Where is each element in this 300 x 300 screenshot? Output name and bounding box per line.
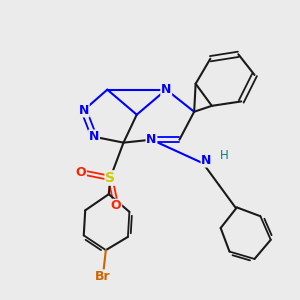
Text: N: N xyxy=(79,104,89,117)
Text: S: S xyxy=(105,171,115,185)
Text: N: N xyxy=(161,83,171,96)
Text: N: N xyxy=(89,130,99,143)
Text: O: O xyxy=(76,166,86,178)
Text: N: N xyxy=(146,133,157,146)
Text: O: O xyxy=(111,200,122,212)
Text: H: H xyxy=(220,148,229,161)
Text: Br: Br xyxy=(95,270,111,283)
Text: N: N xyxy=(201,154,212,167)
